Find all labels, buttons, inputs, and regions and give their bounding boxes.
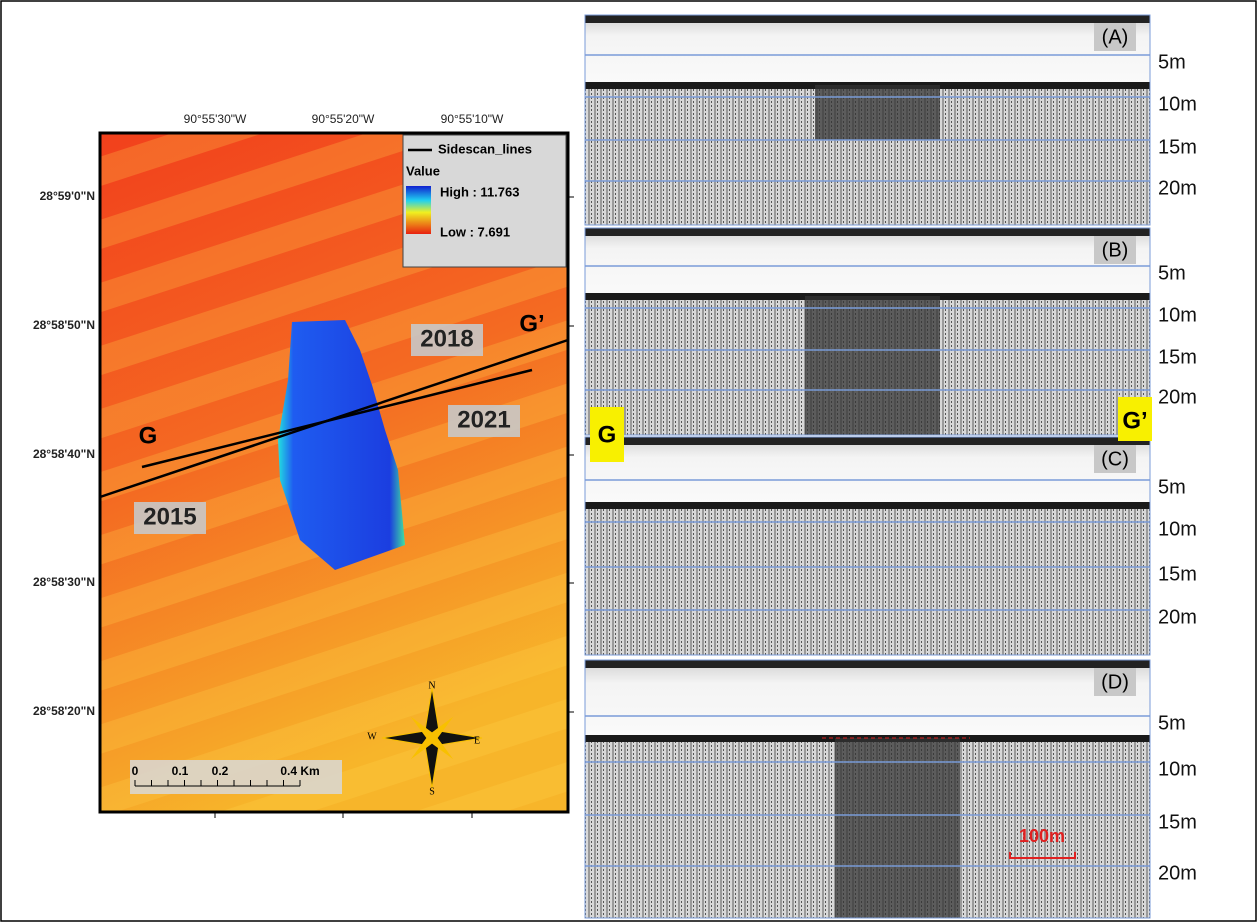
pit-infill [835, 738, 960, 918]
lat-label: 28°59'0"N [40, 189, 95, 203]
scale-label: 0.1 [172, 764, 189, 778]
depth-label: 20m [1158, 606, 1197, 628]
top-band [585, 228, 1150, 236]
top-band [585, 437, 1150, 445]
lat-label: 28°58'20"N [33, 704, 95, 718]
depth-label: 20m [1158, 386, 1197, 408]
scale-label: 0.4 Km [280, 764, 319, 778]
lat-label: 28°58'30"N [33, 575, 95, 589]
year-label: 2021 [457, 406, 510, 433]
legend-low: Low : 7.691 [440, 224, 510, 239]
year-label: 2015 [143, 503, 196, 530]
depth-label: 5m [1158, 476, 1186, 498]
depth-label: 5m [1158, 51, 1186, 73]
figure: 5m 10m 15m 20m (A) 5m 10m 15m 20m (B) 5m 10m 15m 20m (… [0, 0, 1257, 922]
depth-label: 15m [1158, 563, 1197, 585]
year-label: 2018 [420, 325, 473, 352]
endpoint-label: G’ [519, 310, 544, 337]
depth-label: 10m [1158, 758, 1197, 780]
depth-label: 10m [1158, 93, 1197, 115]
panel-label: (B) [1102, 239, 1129, 261]
lat-label: 28°58'50"N [33, 318, 95, 332]
compass-label: N [428, 680, 435, 691]
legend-title: Value [406, 163, 440, 178]
lat-label: 28°58'40"N [33, 447, 95, 461]
pit-infill [815, 85, 940, 140]
panel-label: (D) [1101, 671, 1129, 693]
depth-label: 15m [1158, 346, 1197, 368]
seafloor [585, 502, 1150, 509]
profiles: 5m 10m 15m 20m (A) 5m 10m 15m 20m (B) 5m 10m 15m 20m (… [585, 15, 1197, 918]
scale-label: 0 [132, 764, 139, 778]
profile-water [585, 437, 1150, 505]
lon-label: 90°55'10"W [441, 112, 504, 126]
profile-water [585, 228, 1150, 296]
scale-label: 0.2 [212, 764, 229, 778]
legend-ramp [406, 186, 431, 234]
pit-infill [805, 296, 940, 435]
panel-label: (A) [1102, 26, 1129, 48]
profile-water [585, 15, 1150, 85]
profile-sediment [585, 505, 1150, 655]
top-band [585, 15, 1150, 23]
depth-label: 20m [1158, 862, 1197, 884]
depth-label: 15m [1158, 136, 1197, 158]
legend-high: High : 11.763 [440, 184, 519, 199]
legend-line-label: Sidescan_lines [438, 141, 532, 156]
profile-water [585, 660, 1150, 738]
scale-label: 100m [1019, 826, 1065, 846]
endpoint-label: G’ [1122, 407, 1147, 434]
depth-label: 10m [1158, 518, 1197, 540]
depth-label: 20m [1158, 177, 1197, 199]
depth-label: 15m [1158, 811, 1197, 833]
endpoint-label: G [598, 421, 617, 448]
compass-label: W [367, 731, 377, 742]
depth-label: 5m [1158, 712, 1186, 734]
depth-label: 5m [1158, 262, 1186, 284]
panel-label: (C) [1101, 448, 1129, 470]
endpoint-label: G [139, 422, 158, 449]
compass-label: E [474, 735, 480, 746]
depth-label: 10m [1158, 304, 1197, 326]
compass-label: S [429, 786, 435, 797]
lon-label: 90°55'30"W [184, 112, 247, 126]
lon-label: 90°55'20"W [312, 112, 375, 126]
top-band [585, 660, 1150, 668]
